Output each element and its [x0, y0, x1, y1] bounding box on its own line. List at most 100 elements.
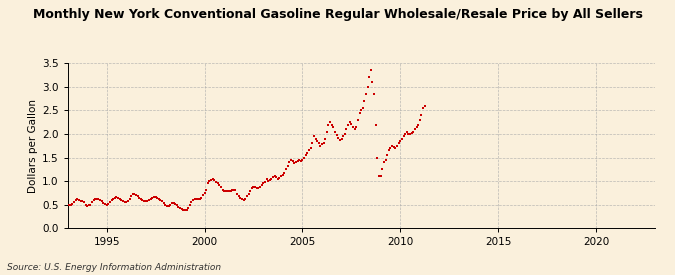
Point — [403, 132, 414, 136]
Point — [62, 203, 73, 207]
Point — [328, 125, 339, 129]
Point — [315, 144, 326, 148]
Point — [267, 175, 278, 180]
Point — [277, 173, 288, 178]
Point — [312, 139, 323, 143]
Point — [246, 186, 257, 190]
Point — [97, 199, 107, 204]
Point — [219, 188, 230, 193]
Point — [232, 192, 242, 197]
Point — [212, 181, 223, 186]
Point — [410, 127, 421, 131]
Point — [336, 136, 347, 141]
Point — [404, 132, 415, 136]
Point — [122, 199, 133, 203]
Point — [395, 139, 406, 143]
Point — [331, 133, 342, 137]
Point — [364, 75, 375, 79]
Point — [161, 204, 172, 208]
Point — [199, 191, 210, 195]
Point — [344, 120, 355, 124]
Point — [144, 198, 155, 202]
Point — [400, 132, 410, 136]
Point — [321, 130, 332, 134]
Point — [198, 193, 209, 197]
Point — [215, 185, 226, 189]
Point — [392, 144, 402, 148]
Point — [263, 179, 273, 183]
Point — [419, 103, 430, 108]
Point — [184, 202, 195, 207]
Point — [150, 195, 161, 199]
Point — [70, 198, 81, 202]
Point — [88, 198, 99, 203]
Point — [289, 161, 300, 165]
Point — [95, 198, 105, 202]
Point — [258, 180, 269, 185]
Point — [178, 208, 189, 213]
Point — [385, 146, 396, 150]
Point — [155, 198, 166, 202]
Point — [298, 155, 309, 160]
Point — [365, 68, 376, 73]
Point — [72, 197, 82, 202]
Point — [371, 122, 381, 127]
Point — [305, 146, 316, 150]
Point — [323, 122, 334, 127]
Point — [352, 118, 363, 122]
Point — [128, 192, 138, 197]
Point — [137, 198, 148, 202]
Point — [129, 192, 140, 196]
Point — [302, 151, 313, 155]
Point — [140, 199, 151, 204]
Point — [77, 199, 88, 204]
Point — [254, 185, 265, 189]
Point — [408, 130, 418, 134]
Point — [313, 141, 324, 145]
Point — [67, 202, 78, 206]
Point — [194, 196, 205, 201]
Point — [265, 178, 275, 182]
Point — [121, 200, 132, 204]
Point — [261, 177, 272, 181]
Point — [369, 92, 379, 96]
Point — [132, 194, 143, 198]
Point — [228, 187, 239, 192]
Point — [82, 204, 92, 208]
Point — [290, 160, 301, 164]
Point — [209, 177, 219, 182]
Point — [245, 189, 256, 194]
Point — [202, 181, 213, 186]
Point — [163, 204, 174, 208]
Point — [282, 164, 293, 168]
Point — [413, 122, 424, 127]
Point — [214, 183, 225, 187]
Point — [294, 158, 304, 162]
Point — [192, 197, 203, 201]
Point — [349, 127, 360, 131]
Point — [220, 189, 231, 194]
Point — [168, 200, 179, 205]
Point — [259, 180, 270, 184]
Text: Monthly New York Conventional Gasoline Regular Wholesale/Resale Price by All Sel: Monthly New York Conventional Gasoline R… — [32, 8, 643, 21]
Point — [387, 144, 398, 148]
Point — [148, 194, 159, 199]
Point — [306, 141, 317, 145]
Point — [225, 188, 236, 193]
Point — [176, 207, 187, 211]
Point — [86, 200, 97, 205]
Point — [142, 199, 153, 203]
Point — [80, 202, 91, 207]
Point — [390, 146, 401, 150]
Point — [326, 122, 337, 127]
Point — [119, 200, 130, 205]
Point — [414, 118, 425, 122]
Point — [360, 92, 371, 96]
Point — [204, 179, 215, 183]
Point — [191, 196, 202, 201]
Point — [317, 142, 327, 147]
Point — [351, 125, 362, 129]
Point — [406, 131, 417, 135]
Point — [343, 122, 354, 127]
Point — [296, 159, 306, 164]
